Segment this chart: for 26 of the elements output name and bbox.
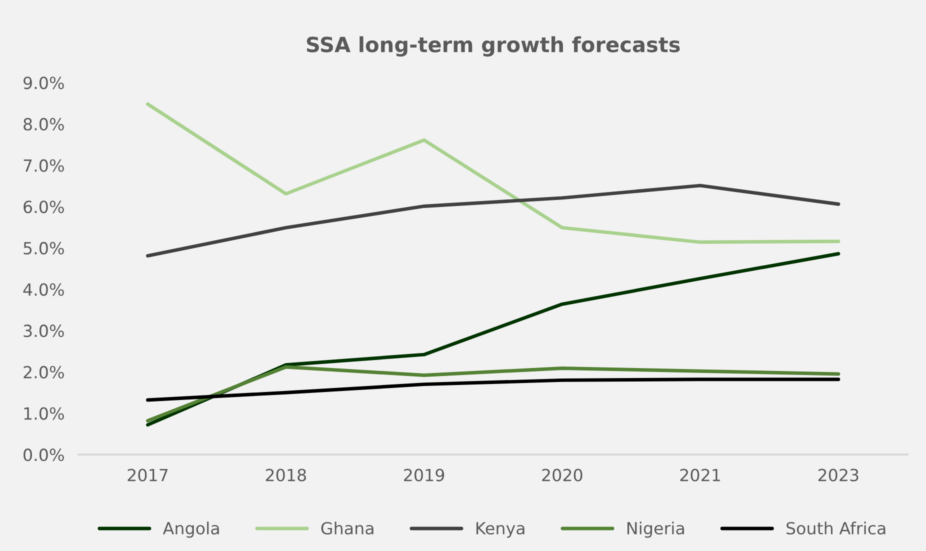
line-series bbox=[146, 184, 840, 258]
y-tick-label: 2.0% bbox=[24, 366, 64, 378]
y-tick-label: 1.0% bbox=[24, 407, 64, 420]
y-tick-label: 4.0% bbox=[23, 283, 64, 296]
x-tick-label: 2020 bbox=[542, 468, 582, 482]
legend-label: Angola bbox=[162, 522, 219, 538]
legend-label: South Africa bbox=[786, 522, 886, 535]
legend-label: Kenya bbox=[476, 522, 524, 538]
y-tick-label: 3.0% bbox=[24, 324, 64, 338]
legend-label: Nigeria bbox=[627, 522, 684, 538]
y-tick-label: 6.0% bbox=[24, 200, 64, 214]
legend-label: Ghana bbox=[321, 522, 374, 535]
x-tick-label: 2019 bbox=[404, 468, 444, 482]
y-tick-label: 9.0% bbox=[24, 76, 64, 90]
line-series bbox=[146, 365, 840, 422]
y-tick-label: 5.0% bbox=[24, 242, 64, 255]
x-tick-label: 2021 bbox=[680, 468, 720, 482]
line-series bbox=[146, 378, 840, 402]
x-tick-label: 2023 bbox=[818, 468, 858, 482]
x-tick-label: 2017 bbox=[128, 468, 168, 482]
chart-title: SSA long-term growth forecasts bbox=[306, 36, 680, 57]
y-tick-label: 8.0% bbox=[24, 118, 64, 131]
line-series bbox=[146, 102, 840, 244]
x-tick-label: 2018 bbox=[266, 468, 306, 482]
y-tick-label: 7.0% bbox=[24, 159, 64, 172]
y-tick-label: 0.0% bbox=[24, 448, 64, 462]
